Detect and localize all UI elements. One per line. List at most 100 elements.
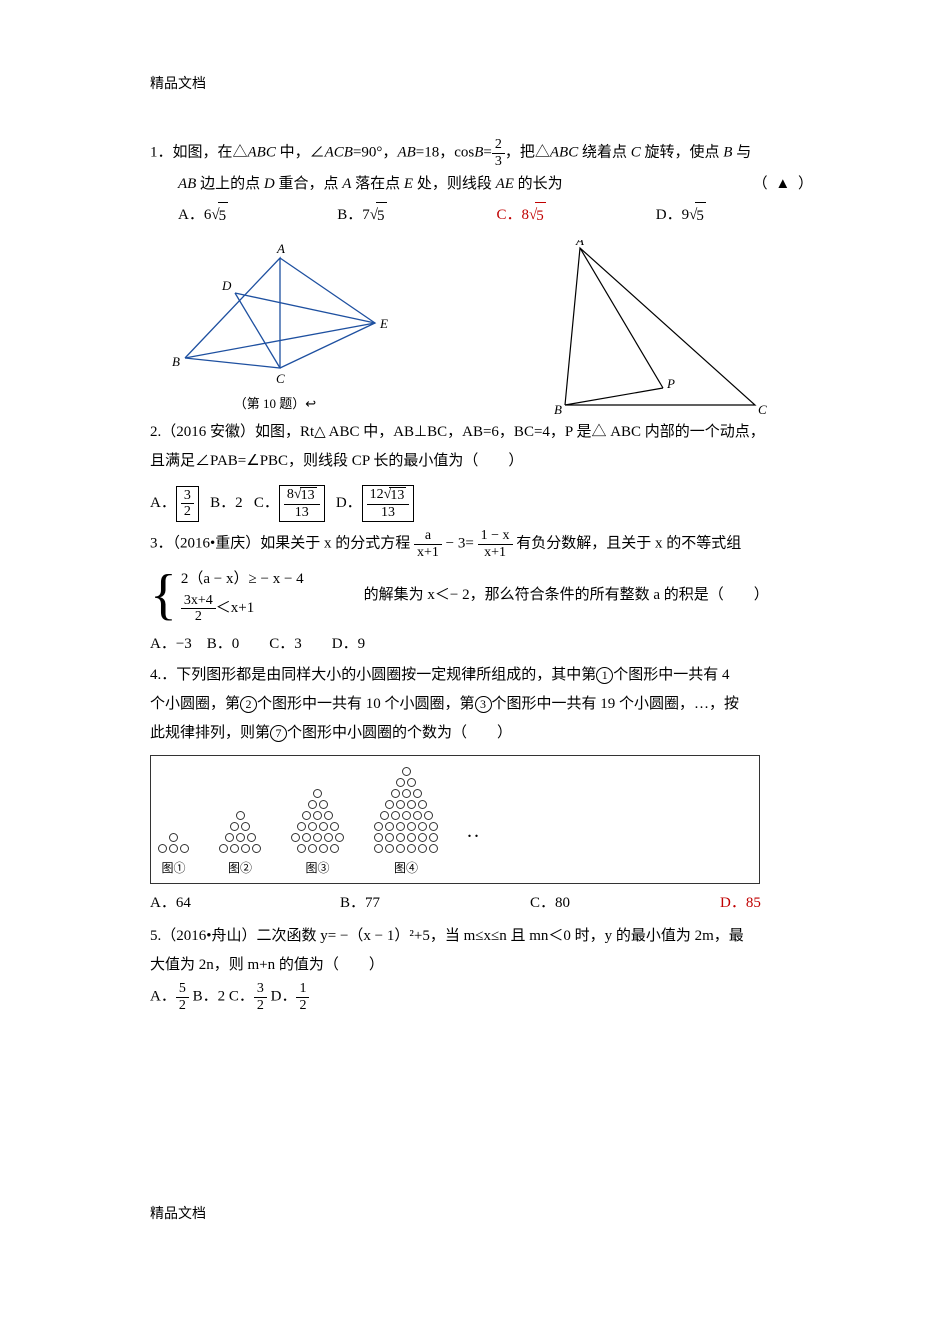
txt: 个小圆圈，第 <box>150 696 240 712</box>
txt: C． <box>229 989 254 1005</box>
q2-optA: 32 <box>176 486 199 522</box>
txt: C． <box>254 495 279 511</box>
denominator: 3 <box>492 154 505 169</box>
txt: =90°， <box>353 145 397 161</box>
txt: B <box>474 145 483 161</box>
radicand: 5 <box>695 202 706 230</box>
circled-num: 1 <box>596 667 613 684</box>
figures-row: A B C D E （第 10 题）↩ A B C P <box>150 238 815 415</box>
txt: 绕着点 <box>578 145 631 161</box>
txt: AE <box>496 176 514 192</box>
txt: 此规律排列，则第 <box>150 725 270 741</box>
txt: 个图形中一共有 4 <box>613 667 729 683</box>
q3-options: A．−3 B．0 C．3 D．9 <box>150 631 815 658</box>
radicand: 5 <box>218 202 229 230</box>
q1-optC: C．8√5 <box>497 202 656 230</box>
q1-line1: 1．如图，在△ABC 中，∠ACB=90°，AB=18，cosB=23，把△AB… <box>150 137 815 169</box>
q3-system: { 2（a − x）≥ − x − 4 3x+42 ＜x+1 的解集为 x＜− … <box>150 566 815 625</box>
q1-optA: A．6√5 <box>178 202 337 230</box>
txt: 个图形中一共有 10 个小圆圈，第 <box>257 696 475 712</box>
txt: AB <box>178 176 196 192</box>
lbl-P: P <box>666 376 675 391</box>
radicand: 5 <box>376 202 387 230</box>
txt: C <box>631 145 641 161</box>
q5-optB: B．2 <box>193 989 229 1005</box>
circled-num: 2 <box>240 696 257 713</box>
lbl-B: B <box>554 402 562 415</box>
pattern-label: 图③ <box>305 858 329 880</box>
pattern-2: 图② <box>218 810 262 880</box>
txt: B．7 <box>337 207 370 223</box>
q2-line1: 2.（2016 安徽）如图，Rt△ ABC 中，AB⊥BC，AB=6，BC=4，… <box>150 419 815 446</box>
q4-optA: A．64 <box>150 890 340 917</box>
q2-optB: B．2 <box>210 495 243 511</box>
txt: 旋转，使点 <box>641 145 724 161</box>
q5-line2: 大值为 2n，则 m+n 的值为（ ） <box>150 952 815 979</box>
pattern-label: 图④ <box>394 858 418 880</box>
lbl-A: A <box>276 241 285 256</box>
txt: 个图形中一共有 19 个小圆圈，…，按 <box>492 696 740 712</box>
figure-2: A B C P <box>540 240 770 415</box>
q2-optC: 8√1313 <box>279 485 325 522</box>
circled-num: 3 <box>475 696 492 713</box>
q2-optD: 12√1313 <box>362 485 415 522</box>
q5-options: A．52 B．2 C．32 D．12 <box>150 981 815 1013</box>
q4-line2: 个小圆圈，第2个图形中一共有 10 个小圆圈，第3个图形中一共有 19 个小圆圈… <box>150 691 815 718</box>
figure-1-caption: （第 10 题）↩ <box>150 392 400 415</box>
txt: 中，∠ <box>276 145 325 161</box>
lbl-A: A <box>575 240 584 248</box>
q1-options: A．6√5 B．7√5 C．8√5 D．9√5 <box>150 202 815 230</box>
page-header: 精品文档 <box>150 72 815 97</box>
txt: A <box>342 176 351 192</box>
pattern-figure: 图① 图② 图③ 图④ <box>150 755 760 885</box>
txt: D． <box>336 495 362 511</box>
txt: A． <box>150 989 176 1005</box>
txt: ACB <box>325 145 353 161</box>
txt: 重合，点 <box>275 176 343 192</box>
q4-optB: B．77 <box>340 890 530 917</box>
q1-optB: B．7√5 <box>337 202 496 230</box>
txt: 与 <box>732 145 751 161</box>
txt: ＜x+1 <box>216 595 254 622</box>
q2-options: A．32 B．2 C．8√1313 D．12√1313 <box>150 485 815 522</box>
sys-line1: 2（a − x）≥ − x − 4 <box>181 566 304 593</box>
pattern-3: 图③ <box>290 788 345 880</box>
txt: D．9 <box>656 207 689 223</box>
numerator: 2 <box>492 137 505 153</box>
txt: 4.．下列图形都是由同样大小的小圆圈按一定规律所组成的，其中第 <box>150 667 596 683</box>
q4-optD: D．85 <box>720 890 910 917</box>
page-footer: 精品文档 <box>150 1202 206 1227</box>
figure-1-col: A B C D E （第 10 题）↩ <box>150 238 400 415</box>
lbl-D: D <box>221 278 232 293</box>
txt: − 3= <box>446 535 474 551</box>
txt: 有负分数解，且关于 x 的不等式组 <box>516 535 741 551</box>
frac: ax+1 <box>414 528 442 560</box>
q3-line1: 3．（2016•重庆）如果关于 x 的分式方程 ax+1 − 3= 1 − xx… <box>150 528 815 560</box>
lbl-C: C <box>276 371 285 386</box>
txt: 个图形中小圆圈的个数为（ ） <box>287 725 512 741</box>
txt: C．8 <box>497 207 530 223</box>
ellipsis: .. <box>467 813 481 879</box>
txt: 的长为 <box>514 176 563 192</box>
answer-blank: （ ▲ ） <box>753 171 815 198</box>
lbl-C: C <box>758 402 767 415</box>
txt: A．6 <box>178 207 211 223</box>
txt: E <box>404 176 413 192</box>
q2-line2: 且满足∠PAB=∠PBC，则线段 CP 长的最小值为（ ） <box>150 448 815 475</box>
frac: 3x+42 <box>181 593 216 625</box>
txt: 边上的点 <box>196 176 264 192</box>
fraction: 23 <box>492 137 505 169</box>
pattern-1: 图① <box>157 832 190 880</box>
txt: 1．如图，在△ <box>150 145 248 161</box>
num: 8√13 <box>284 487 320 504</box>
lbl-B: B <box>172 354 180 369</box>
q4-line1: 4.．下列图形都是由同样大小的小圆圈按一定规律所组成的，其中第1个图形中一共有 … <box>150 662 815 689</box>
txt: ABC <box>248 145 276 161</box>
lbl-E: E <box>379 316 388 331</box>
q4-optC: C．80 <box>530 890 720 917</box>
document-page: 精品文档 1．如图，在△ABC 中，∠ACB=90°，AB=18，cosB=23… <box>0 0 945 1055</box>
pattern-label: 图② <box>228 858 252 880</box>
frac: 1 − xx+1 <box>478 528 513 560</box>
txt: AB <box>397 145 415 161</box>
txt: D <box>264 176 275 192</box>
